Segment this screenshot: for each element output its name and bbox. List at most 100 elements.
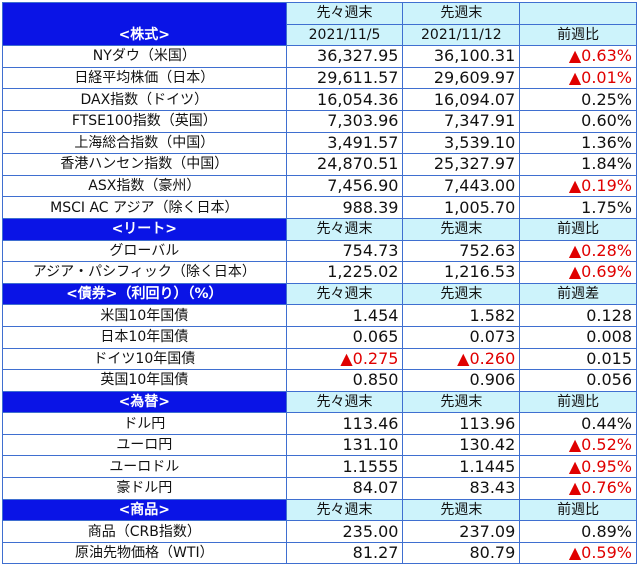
value-prev: 0.073 (402, 325, 521, 349)
row-name: 日本10年国債 (2, 325, 287, 349)
row-name: グローバル (2, 239, 287, 263)
column-header-change: 前週比 (519, 498, 637, 522)
value-prev: 7,347.91 (402, 109, 521, 133)
table-row: 豪ドル円 84.07 83.43 ▲0.76% (2, 477, 637, 500)
row-name: 商品（CRB指数） (2, 520, 287, 543)
row-name: アジア・パシフィック（除く日本） (2, 261, 287, 284)
change-value: 0.89% (519, 520, 637, 543)
value-prev: 36,100.31 (402, 45, 521, 68)
row-name: 原油先物価格（WTI） (2, 541, 287, 565)
table-row: アジア・パシフィック（除く日本） 1,225.02 1,216.53 ▲0.69% (2, 261, 637, 284)
value-prev2: 0.850 (285, 369, 404, 392)
value-prev2: 3,491.57 (285, 131, 404, 155)
column-header-prev: 先週末 (402, 498, 521, 522)
change-value: ▲0.59% (519, 541, 637, 565)
table-row: ドル円 113.46 113.96 0.44% (2, 412, 637, 435)
empty-header-cell (519, 2, 637, 25)
table-row: ドイツ10年国債 ▲0.275 ▲0.260 0.015 (2, 347, 637, 371)
date-header-row: 2021/11/5 2021/11/12 前週比 (3, 23, 637, 47)
value-prev: 80.79 (402, 541, 521, 565)
row-name: 上海総合指数（中国） (2, 131, 287, 155)
table-row: ASX指数（豪州） 7,456.90 7,443.00 ▲0.19% (2, 174, 637, 198)
change-value: 1.36% (519, 131, 637, 155)
column-header-change: 前週比 (519, 390, 637, 414)
value-prev: 113.96 (402, 412, 521, 435)
row-name: 米国10年国債 (2, 304, 287, 327)
table-row: NYダウ（米国） 36,327.95 36,100.31 ▲0.63% (2, 45, 637, 68)
value-prev: 237.09 (402, 520, 521, 543)
table-row: DAX指数（ドイツ） 16,054.36 16,094.07 0.25% (2, 88, 637, 111)
column-header-prev: 先週末 (402, 390, 521, 414)
column-header-prev: 先週末 (402, 217, 521, 241)
row-name: ユーロドル (2, 455, 287, 479)
table-row: 原油先物価格（WTI） 81.27 80.79 ▲0.59% (2, 541, 637, 565)
column-header-prev2: 先々週末 (285, 390, 404, 414)
value-prev: 16,094.07 (402, 88, 521, 111)
value-prev2: 29,611.57 (285, 66, 404, 90)
column-header-prev2: 先々週末 (285, 2, 404, 25)
value-prev: ▲0.260 (402, 347, 521, 371)
section-title: <商品> (2, 498, 287, 522)
change-value: 0.44% (519, 412, 637, 435)
row-name: ドル円 (2, 412, 287, 435)
table-row: 米国10年国債 1.454 1.582 0.128 (2, 304, 637, 327)
section-header-row: <債券>（利回り）（%） 先々週末 先週末 前週差 (2, 282, 637, 306)
table-row: ユーロドル 1.1555 1.1445 ▲0.95% (2, 455, 637, 479)
row-name: 日経平均株価（日本） (2, 66, 287, 90)
change-value: ▲0.19% (519, 174, 637, 198)
value-prev: 1.1445 (402, 455, 521, 479)
change-value: 1.84% (519, 153, 637, 176)
value-prev2: ▲0.275 (285, 347, 404, 371)
value-prev2: 24,870.51 (285, 153, 404, 176)
value-prev: 83.43 (402, 477, 521, 500)
date-prev2: 2021/11/5 (285, 23, 404, 47)
change-value: ▲0.63% (519, 45, 637, 68)
row-name: ドイツ10年国債 (2, 347, 287, 371)
row-name: 豪ドル円 (2, 477, 287, 500)
column-header-prev: 先週末 (402, 2, 521, 25)
value-prev2: 113.46 (285, 412, 404, 435)
value-prev: 1,005.70 (402, 196, 521, 219)
value-prev2: 988.39 (285, 196, 404, 219)
column-header-change: 前週比 (519, 217, 637, 241)
change-value: 0.128 (519, 304, 637, 327)
value-prev2: 131.10 (285, 433, 404, 457)
column-header-change: 前週差 (519, 282, 637, 306)
section-header-row: <為替> 先々週末 先週末 前週比 (2, 390, 637, 414)
table-row: FTSE100指数（英国） 7,303.96 7,347.91 0.60% (2, 109, 637, 133)
value-prev2: 16,054.36 (285, 88, 404, 111)
row-name: NYダウ（米国） (2, 45, 287, 68)
column-header-prev2: 先々週末 (285, 217, 404, 241)
column-header-prev: 先週末 (402, 282, 521, 306)
row-name: FTSE100指数（英国） (2, 109, 287, 133)
section-title: <為替> (2, 390, 287, 414)
section-title: <債券>（利回り）（%） (2, 282, 287, 306)
value-prev: 1.582 (402, 304, 521, 327)
value-prev2: 7,456.90 (285, 174, 404, 198)
value-prev2: 1.454 (285, 304, 404, 327)
value-prev2: 1.1555 (285, 455, 404, 479)
table-row: ユーロ円 131.10 130.42 ▲0.52% (2, 433, 637, 457)
change-value: ▲0.76% (519, 477, 637, 500)
row-name: MSCI AC アジア（除く日本） (2, 196, 287, 219)
date-prev: 2021/11/12 (402, 23, 521, 47)
change-value: 1.75% (519, 196, 637, 219)
table-row: グローバル 754.73 752.63 ▲0.28% (2, 239, 637, 263)
change-value: ▲0.28% (519, 239, 637, 263)
value-prev2: 1,225.02 (285, 261, 404, 284)
section-header-row: <リート> 先々週末 先週末 前週比 (2, 217, 637, 241)
market-summary-table: <株式> 先々週末 先週末 2021/11/5 2021/11/12 前週比 NYダウ（米国… (2, 1, 637, 565)
value-prev: 3,539.10 (402, 131, 521, 155)
row-name: DAX指数（ドイツ） (2, 88, 287, 111)
section-title: <リート> (2, 217, 287, 241)
change-value: ▲0.69% (519, 261, 637, 284)
change-value: ▲0.01% (519, 66, 637, 90)
value-prev2: 7,303.96 (285, 109, 404, 133)
change-value: 0.015 (519, 347, 637, 371)
change-value: 0.25% (519, 88, 637, 111)
table-row: MSCI AC アジア（除く日本） 988.39 1,005.70 1.75% (2, 196, 637, 219)
column-header-prev2: 先々週末 (285, 498, 404, 522)
column-header-prev2: 先々週末 (285, 282, 404, 306)
table-row: 日経平均株価（日本） 29,611.57 29,609.97 ▲0.01% (2, 66, 637, 90)
row-name: ASX指数（豪州） (2, 174, 287, 198)
